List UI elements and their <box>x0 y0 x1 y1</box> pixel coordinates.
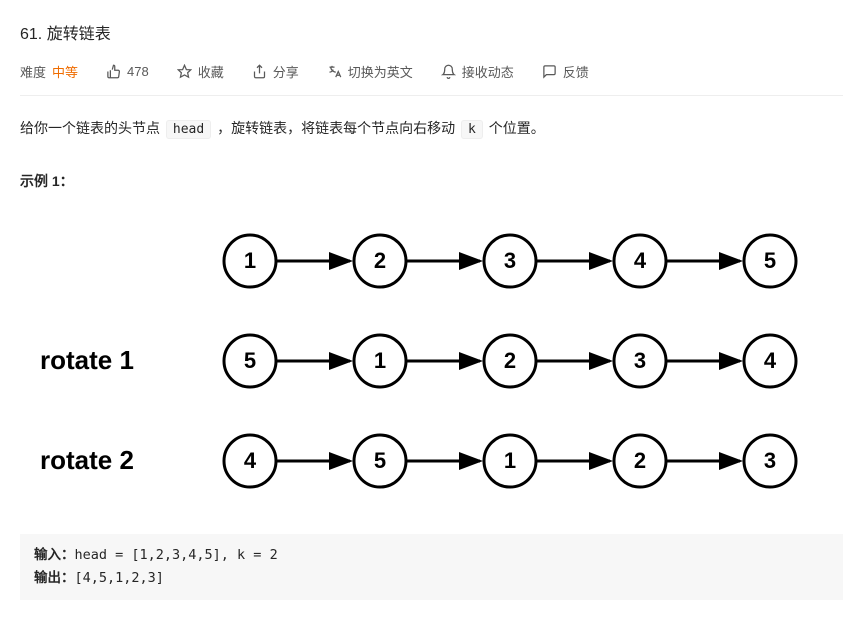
problem-description: 给你一个链表的头节点 head ，旋转链表，将链表每个节点向右移动 k 个位置。 <box>20 116 843 141</box>
difficulty: 难度 中等 <box>20 62 78 81</box>
example-label: 示例 1： <box>20 171 843 191</box>
input-label: 输入： <box>34 547 75 562</box>
svg-text:4: 4 <box>634 248 647 273</box>
code-k: k <box>461 120 483 139</box>
svg-text:4: 4 <box>244 448 257 473</box>
svg-text:rotate 1: rotate 1 <box>40 345 134 375</box>
favorite-label: 收藏 <box>198 62 224 81</box>
bell-icon <box>441 64 456 79</box>
star-icon <box>177 64 192 79</box>
svg-text:3: 3 <box>634 348 646 373</box>
like-button[interactable]: 478 <box>106 64 149 79</box>
code-head: head <box>166 120 211 139</box>
input-value: head = [1,2,3,4,5], k = 2 <box>75 547 278 563</box>
feedback-icon <box>542 64 557 79</box>
example-io: 输入：head = [1,2,3,4,5], k = 2 输出：[4,5,1,2… <box>20 534 843 600</box>
share-button[interactable]: 分享 <box>252 62 299 81</box>
thumbs-up-icon <box>106 64 121 79</box>
share-label: 分享 <box>273 62 299 81</box>
difficulty-value: 中等 <box>52 62 78 81</box>
svg-text:5: 5 <box>244 348 256 373</box>
desc-text: 个位置。 <box>485 120 545 136</box>
svg-text:2: 2 <box>374 248 386 273</box>
svg-text:1: 1 <box>244 248 256 273</box>
svg-text:rotate 2: rotate 2 <box>40 445 134 475</box>
desc-text: 给你一个链表的头节点 <box>20 120 164 136</box>
feedback-label: 反馈 <box>563 62 589 81</box>
favorite-button[interactable]: 收藏 <box>177 62 224 81</box>
meta-row: 难度 中等 478 收藏 分享 切换为英文 接收动态 反馈 <box>20 62 843 96</box>
svg-text:5: 5 <box>374 448 386 473</box>
svg-text:2: 2 <box>504 348 516 373</box>
translate-icon <box>327 64 342 79</box>
feedback-button[interactable]: 反馈 <box>542 62 589 81</box>
svg-text:3: 3 <box>504 248 516 273</box>
desc-text: ，旋转链表，将链表每个节点向右移动 <box>213 120 459 136</box>
input-line: 输入：head = [1,2,3,4,5], k = 2 <box>34 544 829 567</box>
svg-text:1: 1 <box>504 448 516 473</box>
subscribe-button[interactable]: 接收动态 <box>441 62 514 81</box>
linked-list-diagram: 1 2 3 4 5 rotate 1 5 1 2 3 4 rotate 2 4 5 1 2 3 <box>20 211 843 524</box>
switch-lang-label: 切换为英文 <box>348 62 413 81</box>
svg-text:4: 4 <box>764 348 777 373</box>
output-value: [4,5,1,2,3] <box>75 570 164 586</box>
svg-text:2: 2 <box>634 448 646 473</box>
svg-text:5: 5 <box>764 248 776 273</box>
diagram-svg: 1 2 3 4 5 rotate 1 5 1 2 3 4 rotate 2 4 5 1 2 3 <box>20 211 840 521</box>
output-label: 输出： <box>34 570 75 585</box>
subscribe-label: 接收动态 <box>462 62 514 81</box>
output-line: 输出：[4,5,1,2,3] <box>34 567 829 590</box>
switch-lang-button[interactable]: 切换为英文 <box>327 62 413 81</box>
svg-text:3: 3 <box>764 448 776 473</box>
svg-text:1: 1 <box>374 348 386 373</box>
like-count: 478 <box>127 64 149 79</box>
difficulty-label: 难度 <box>20 62 46 81</box>
share-icon <box>252 64 267 79</box>
problem-title: 61. 旋转链表 <box>20 20 843 44</box>
